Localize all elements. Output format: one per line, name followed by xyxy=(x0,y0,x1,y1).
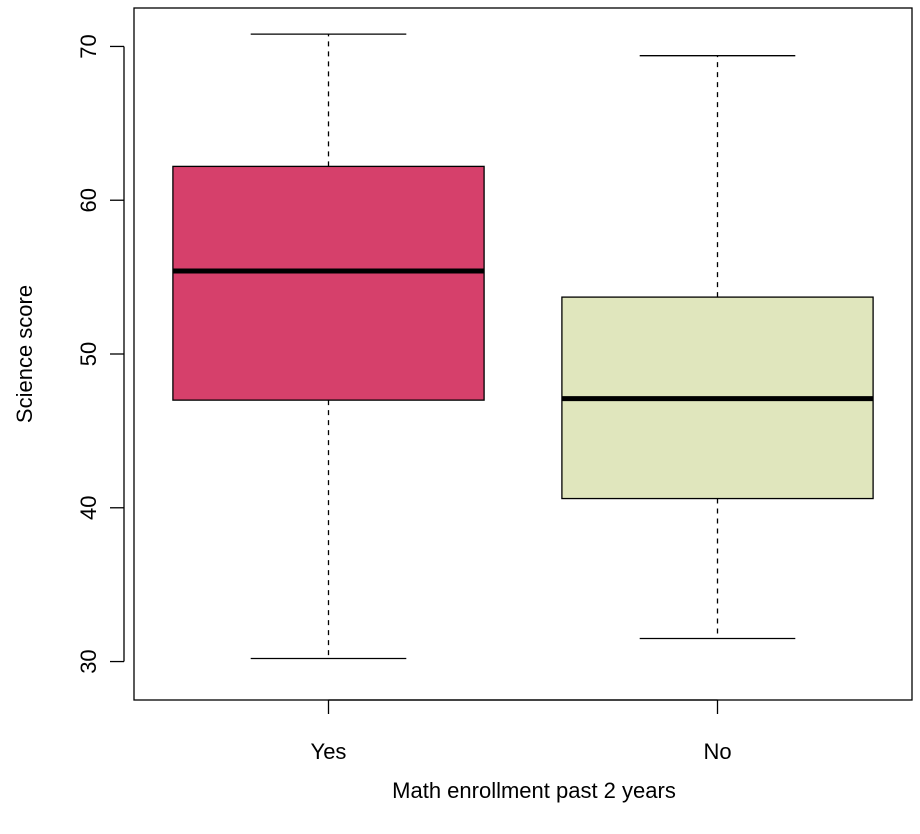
box-yes xyxy=(172,33,485,660)
x-tick-label: Yes xyxy=(311,739,347,764)
y-tick-label: 60 xyxy=(76,188,101,212)
y-axis-label: Science score xyxy=(12,285,37,423)
y-tick-label: 30 xyxy=(76,649,101,673)
iqr-box xyxy=(172,165,485,401)
x-tick-label: No xyxy=(703,739,731,764)
y-tick-label: 70 xyxy=(76,34,101,58)
y-tick-label: 50 xyxy=(76,342,101,366)
box-no xyxy=(561,55,874,640)
box-series xyxy=(172,33,874,660)
y-tick-label: 40 xyxy=(76,496,101,520)
y-axis: 30 40 50 60 70 xyxy=(76,34,125,674)
x-axis: Yes No xyxy=(311,699,732,764)
x-axis-label: Math enrollment past 2 years xyxy=(392,778,676,803)
